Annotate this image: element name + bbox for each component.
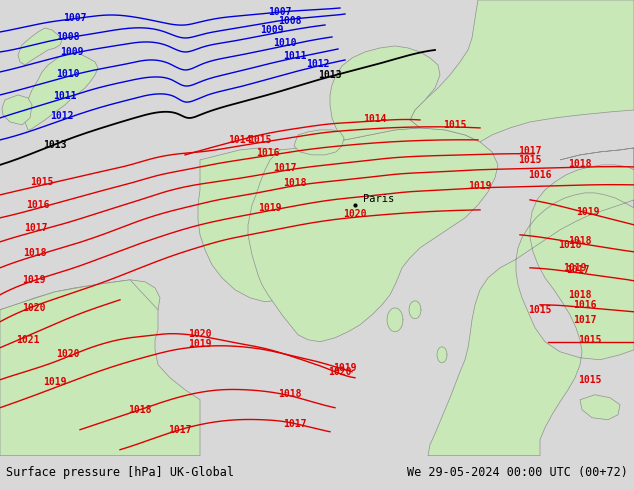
- Text: 1017: 1017: [566, 265, 590, 275]
- Text: 1018: 1018: [23, 248, 47, 258]
- Text: 1012: 1012: [306, 59, 330, 69]
- Text: 1010: 1010: [56, 69, 80, 79]
- Text: 1014: 1014: [228, 135, 252, 145]
- Text: 1018: 1018: [568, 236, 592, 246]
- Text: 1019: 1019: [469, 181, 492, 191]
- Text: 1019: 1019: [576, 207, 600, 217]
- Text: 1020: 1020: [188, 329, 212, 339]
- Text: 1016: 1016: [528, 170, 552, 180]
- Polygon shape: [248, 128, 498, 342]
- Text: 1015: 1015: [30, 177, 54, 187]
- Text: 1020: 1020: [343, 209, 366, 219]
- Polygon shape: [0, 280, 200, 456]
- Text: 1019: 1019: [43, 377, 67, 387]
- Polygon shape: [387, 308, 403, 332]
- Text: 1016: 1016: [256, 148, 280, 158]
- Text: 1015: 1015: [578, 335, 602, 345]
- Text: 1017: 1017: [273, 163, 297, 173]
- Text: 1007: 1007: [63, 13, 87, 23]
- Polygon shape: [294, 130, 344, 155]
- Polygon shape: [330, 46, 440, 140]
- Polygon shape: [580, 395, 620, 420]
- Text: 1020: 1020: [22, 303, 46, 313]
- Text: 1019: 1019: [258, 203, 281, 213]
- Text: 1015: 1015: [249, 135, 272, 145]
- Text: We 29-05-2024 00:00 UTC (00+72): We 29-05-2024 00:00 UTC (00+72): [407, 466, 628, 479]
- Text: 1011: 1011: [53, 91, 77, 101]
- Text: 1018: 1018: [278, 389, 302, 399]
- Text: 1015: 1015: [578, 375, 602, 385]
- Text: 1019: 1019: [333, 363, 357, 373]
- Text: 1016: 1016: [26, 200, 49, 210]
- Text: 1013: 1013: [318, 70, 342, 80]
- Text: 1015: 1015: [528, 305, 552, 315]
- Text: 1009: 1009: [60, 47, 84, 57]
- Text: 1019: 1019: [22, 275, 46, 285]
- Polygon shape: [18, 28, 62, 65]
- Polygon shape: [428, 148, 634, 456]
- Polygon shape: [25, 52, 98, 130]
- Text: 1020: 1020: [56, 349, 80, 359]
- Text: 1008: 1008: [278, 16, 302, 26]
- Text: 1017: 1017: [168, 425, 191, 435]
- Text: 1018: 1018: [283, 178, 307, 188]
- Text: 1019: 1019: [188, 339, 212, 349]
- Text: 1018: 1018: [568, 159, 592, 169]
- Text: 1019: 1019: [563, 263, 586, 273]
- Text: 1012: 1012: [50, 111, 74, 121]
- Text: 1018: 1018: [568, 290, 592, 300]
- Text: 1014: 1014: [363, 114, 387, 124]
- Polygon shape: [0, 280, 160, 348]
- Text: 1010: 1010: [273, 38, 297, 48]
- Text: 1013: 1013: [43, 140, 67, 150]
- Polygon shape: [410, 0, 634, 142]
- Text: 1015: 1015: [443, 120, 467, 130]
- Polygon shape: [409, 301, 421, 319]
- Text: 1017: 1017: [283, 419, 307, 429]
- Text: 1017: 1017: [518, 146, 541, 156]
- Polygon shape: [2, 95, 32, 125]
- Text: Paris: Paris: [363, 194, 394, 204]
- Text: 1015: 1015: [518, 155, 541, 165]
- Polygon shape: [198, 148, 350, 302]
- Text: 1020: 1020: [328, 367, 352, 377]
- Text: 1008: 1008: [56, 32, 80, 42]
- Text: 1011: 1011: [283, 51, 307, 61]
- Text: 1007: 1007: [268, 7, 292, 17]
- Text: 1018: 1018: [559, 240, 582, 250]
- Text: 1009: 1009: [260, 25, 284, 35]
- Text: Surface pressure [hPa] UK-Global: Surface pressure [hPa] UK-Global: [6, 466, 235, 479]
- Text: 1017: 1017: [573, 315, 597, 325]
- Text: 1021: 1021: [16, 335, 40, 345]
- Text: 1017: 1017: [24, 223, 48, 233]
- Text: 1016: 1016: [573, 300, 597, 310]
- Polygon shape: [437, 347, 447, 363]
- Text: 1018: 1018: [128, 405, 152, 415]
